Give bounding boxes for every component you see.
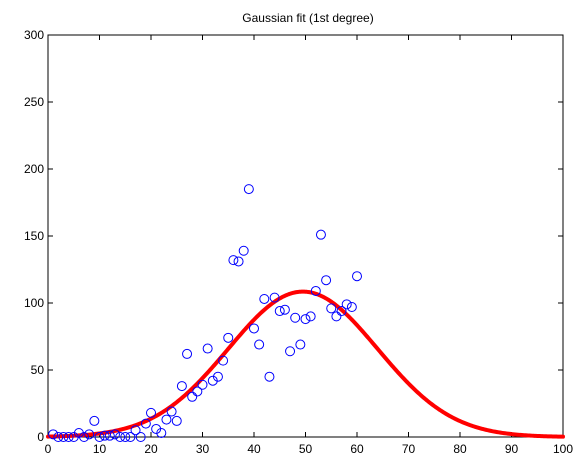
data-point — [290, 312, 301, 323]
data-point — [352, 271, 362, 282]
x-tick-label: 90 — [505, 442, 519, 456]
data-point — [171, 415, 182, 426]
x-tick-label: 40 — [247, 442, 261, 456]
data-point — [115, 432, 126, 442]
x-tick-label: 50 — [299, 442, 313, 456]
data-point — [346, 302, 357, 313]
x-tick-label: 10 — [93, 442, 107, 456]
data-point — [197, 379, 208, 390]
data-point — [243, 184, 254, 195]
data-point — [53, 432, 64, 442]
x-tick-label: 100 — [553, 442, 573, 456]
x-tick-label: 30 — [196, 442, 210, 456]
data-point — [130, 425, 141, 436]
data-point — [321, 275, 332, 286]
y-tick-label: 100 — [24, 296, 44, 310]
chart-title: Gaussian fit (1st degree) — [242, 11, 373, 25]
data-point — [89, 415, 100, 426]
data-point — [233, 256, 244, 267]
data-point — [249, 323, 259, 334]
data-point — [146, 407, 156, 418]
data-point — [341, 299, 352, 310]
x-tick-label: 80 — [453, 442, 467, 456]
data-point — [192, 386, 203, 397]
data-point — [285, 346, 296, 357]
y-tick-label: 150 — [24, 229, 44, 243]
data-point — [218, 355, 229, 366]
x-tick-label: 60 — [350, 442, 364, 456]
axes-box — [47, 34, 564, 438]
data-point — [84, 429, 95, 440]
data-point — [254, 339, 265, 350]
data-point — [125, 432, 136, 442]
data-point — [176, 381, 187, 392]
data-point — [187, 391, 198, 402]
y-tick-label: 250 — [24, 95, 44, 109]
points-layer — [48, 184, 362, 442]
data-point — [310, 285, 321, 296]
data-point — [228, 255, 239, 266]
data-point — [202, 343, 213, 354]
data-point — [161, 414, 172, 425]
data-point — [279, 304, 290, 315]
tick-labels: 0 10 20 30 40 50 60 70 80 90 100 0 50 100 150 200 250 300 — [24, 28, 573, 456]
data-point — [264, 371, 275, 382]
data-point — [238, 245, 249, 256]
data-point — [295, 339, 306, 350]
data-point — [326, 303, 337, 314]
y-tick-label: 300 — [24, 28, 44, 42]
data-point — [300, 314, 311, 325]
data-point — [79, 432, 90, 442]
data-point — [331, 311, 342, 322]
data-point — [166, 406, 177, 417]
data-point — [94, 432, 105, 442]
y-tick-label: 0 — [37, 430, 44, 444]
data-point — [156, 427, 167, 438]
data-point — [48, 429, 59, 440]
data-point — [259, 293, 270, 304]
y-tick-label: 50 — [31, 363, 45, 377]
data-point — [182, 348, 193, 359]
data-point — [109, 429, 120, 440]
data-point — [99, 430, 110, 441]
data-point — [269, 292, 280, 303]
data-point — [135, 432, 146, 442]
data-point — [336, 306, 347, 317]
x-tick-label: 20 — [144, 442, 158, 456]
data-point — [212, 371, 223, 382]
x-tick-label: 0 — [45, 442, 52, 456]
x-tick-label: 70 — [402, 442, 416, 456]
y-tick-label: 200 — [24, 162, 44, 176]
data-point — [63, 432, 74, 442]
data-point — [58, 432, 69, 442]
data-point — [120, 432, 131, 442]
data-point — [305, 311, 316, 322]
data-point — [274, 306, 285, 317]
data-point — [223, 332, 234, 343]
data-point — [104, 430, 115, 441]
data-point — [315, 229, 326, 240]
data-point — [140, 418, 151, 429]
